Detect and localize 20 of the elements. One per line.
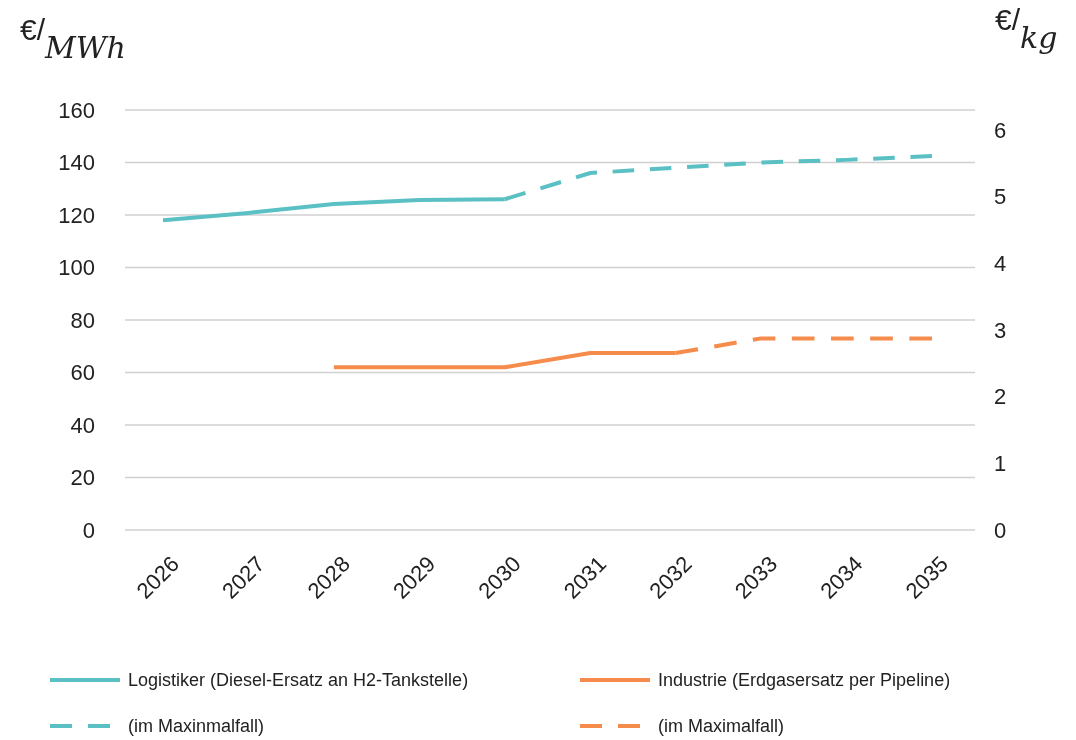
y2-tick-label: 1 xyxy=(993,451,1007,477)
legend-label: Industrie (Erdgasersatz per Pipeline) xyxy=(658,670,951,691)
y-tick-label: 160 xyxy=(58,97,95,123)
y-tick-label: 0 xyxy=(82,517,95,543)
legend-label: Logistiker (Diesel-Ersatz an H2-Tankstelle) xyxy=(128,670,469,691)
y-tick-label: 20 xyxy=(70,465,95,491)
y-tick-label: 120 xyxy=(58,202,95,228)
y-tick-label: 100 xyxy=(58,255,95,281)
y2-tick-label: 0 xyxy=(993,517,1007,543)
legend-label: (im Maxinmalfall) xyxy=(128,716,265,737)
y-tick-label: 80 xyxy=(70,307,95,333)
y2-tick-label: 6 xyxy=(993,117,1007,143)
y2-tick-label: 5 xyxy=(993,184,1007,210)
y2-tick-label: 4 xyxy=(993,251,1007,277)
y2-tick-label: 2 xyxy=(993,384,1007,410)
y2-tick-label: 3 xyxy=(993,317,1007,343)
y-tick-label: 140 xyxy=(58,150,95,176)
y-tick-label: 40 xyxy=(70,412,95,438)
y-tick-label: 60 xyxy=(70,360,95,386)
legend-label: (im Maximalfall) xyxy=(658,716,784,737)
